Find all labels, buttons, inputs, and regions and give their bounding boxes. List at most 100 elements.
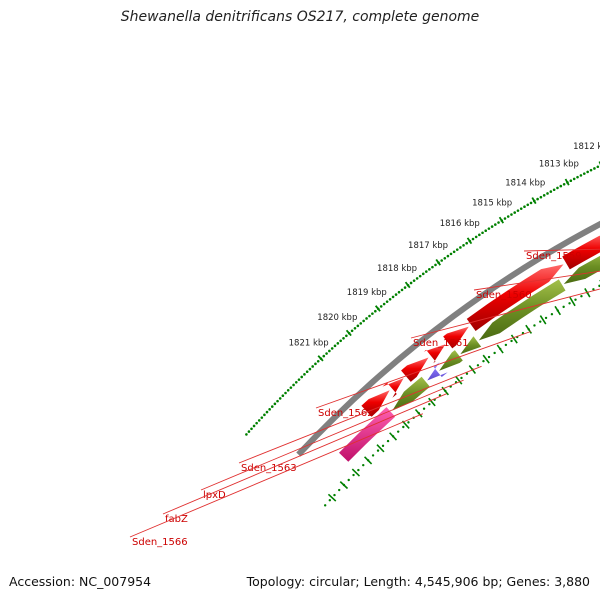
ruler-minor-tick (294, 380, 298, 384)
reverse-strand-gene[interactable] (392, 376, 430, 411)
ruler-major-tick (466, 237, 473, 245)
inner-ruler-dot (323, 504, 327, 507)
inner-ruler-tick (482, 354, 490, 364)
ruler-minor-tick (359, 322, 363, 325)
gene-label[interactable]: Sden_1566 (132, 537, 188, 548)
inner-ruler-dot (376, 449, 380, 452)
ruler-major-tick (404, 281, 411, 289)
ruler-minor-tick (542, 194, 546, 197)
ruler-minor-tick (356, 324, 360, 328)
ruler-minor-tick (526, 203, 530, 207)
ruler-minor-tick (403, 286, 407, 289)
gene-label[interactable]: Sden_1560 (476, 290, 532, 301)
gene-label[interactable]: Sden_1561 (413, 338, 469, 349)
ruler-minor-tick (552, 188, 556, 192)
ruler-minor-tick (286, 389, 290, 392)
reverse-strand-gene[interactable] (439, 350, 463, 371)
ruler-minor-tick (459, 246, 462, 249)
inner-ruler-dot (482, 359, 485, 363)
ruler-minor-tick (449, 252, 453, 256)
inner-ruler-tick (376, 444, 385, 453)
forward-strand-gene[interactable] (443, 326, 469, 349)
ruler-minor-tick (247, 430, 251, 433)
ruler-minor-tick (276, 399, 279, 403)
genome-stats-text: Topology: circular; Length: 4,545,906 bp… (246, 574, 590, 589)
ruler-minor-tick (586, 170, 589, 174)
ruler-minor-tick (443, 256, 447, 260)
other-feature[interactable] (339, 407, 396, 462)
inner-ruler-dot (352, 473, 355, 477)
inner-ruler-tick (351, 468, 361, 477)
reverse-strand-gene[interactable] (478, 279, 566, 341)
ruler-minor-tick (440, 259, 443, 262)
ruler-minor-tick (576, 175, 579, 179)
ruler-minor-tick (385, 300, 389, 303)
inner-ruler-tick (389, 432, 398, 441)
inner-ruler-dot (504, 343, 508, 347)
ruler-minor-tick (325, 352, 328, 355)
ruler-minor-tick (539, 195, 543, 199)
forward-strand-gene[interactable] (382, 378, 404, 398)
ruler-minor-tick (303, 373, 306, 376)
inner-ruler-dot (580, 295, 583, 298)
gene-label-leader (473, 270, 600, 291)
forward-strand-gene[interactable] (361, 390, 390, 417)
forward-strand-gene[interactable] (466, 264, 564, 331)
ruler-minor-tick (481, 231, 484, 235)
reverse-strand-gene[interactable] (460, 336, 482, 355)
gene-label[interactable]: Sden_1559 (526, 251, 582, 262)
ruler-major-tick (564, 178, 570, 186)
inner-ruler-dot (510, 339, 513, 343)
ruler-minor-tick (569, 179, 573, 182)
reverse-strand-gene[interactable] (563, 249, 600, 284)
gene-label[interactable]: lpxD (203, 490, 226, 501)
ruler-label: 1818 kbp (377, 264, 417, 274)
gene-label-leader (410, 288, 600, 339)
forward-strand-gene[interactable] (423, 344, 446, 364)
ruler-minor-tick (497, 221, 500, 224)
gene-label-leader (238, 365, 482, 464)
ruler-minor-tick (270, 405, 274, 408)
ruler-minor-tick (549, 190, 553, 193)
inner-ruler-tick (569, 296, 576, 307)
ruler-minor-tick (305, 370, 309, 373)
gene-label[interactable]: Sden_1562 (318, 408, 374, 419)
inner-ruler-tick (510, 334, 518, 344)
ruler-minor-tick (362, 319, 365, 323)
ruler-minor-tick (546, 192, 549, 195)
ruler-major-tick (317, 355, 324, 362)
ruler-minor-tick (478, 233, 481, 237)
inner-ruler-dot (465, 372, 469, 375)
ruler-minor-tick (342, 336, 345, 340)
ruler-minor-tick (462, 244, 465, 247)
ruler-minor-tick (297, 378, 301, 381)
ruler-minor-tick (409, 281, 413, 285)
ruler-major-tick (345, 329, 352, 337)
gene-label[interactable]: Sden_1563 (241, 463, 297, 474)
ruler-minor-tick (593, 167, 596, 170)
ruler-minor-tick (516, 209, 520, 212)
inner-ruler-dot (347, 478, 350, 482)
gene-label-leader (523, 248, 600, 252)
reverse-strand-gene[interactable] (427, 362, 448, 381)
inner-ruler-tick (414, 408, 423, 418)
ruler-minor-tick (519, 207, 523, 210)
ruler-label: 1820 kbp (317, 313, 357, 323)
ruler-minor-tick (308, 367, 312, 371)
ruler-minor-tick (559, 184, 563, 188)
inner-ruler-dot (568, 302, 571, 305)
ruler-label: 1816 kbp (440, 219, 480, 229)
forward-strand-gene[interactable] (562, 233, 600, 270)
gene-label[interactable]: fabZ (165, 514, 188, 525)
ruler-minor-tick (379, 305, 383, 308)
ruler-minor-tick (382, 302, 386, 306)
ruler-minor-tick (397, 290, 401, 294)
ruler-minor-tick (579, 174, 583, 177)
page-title: Shewanella denitrificans OS217, complete… (120, 9, 480, 25)
ruler-minor-tick (523, 205, 526, 209)
ruler-minor-tick (513, 211, 517, 214)
inner-ruler-tick (364, 456, 373, 465)
ruler-minor-tick (391, 295, 395, 299)
forward-strand-gene[interactable] (401, 357, 429, 382)
